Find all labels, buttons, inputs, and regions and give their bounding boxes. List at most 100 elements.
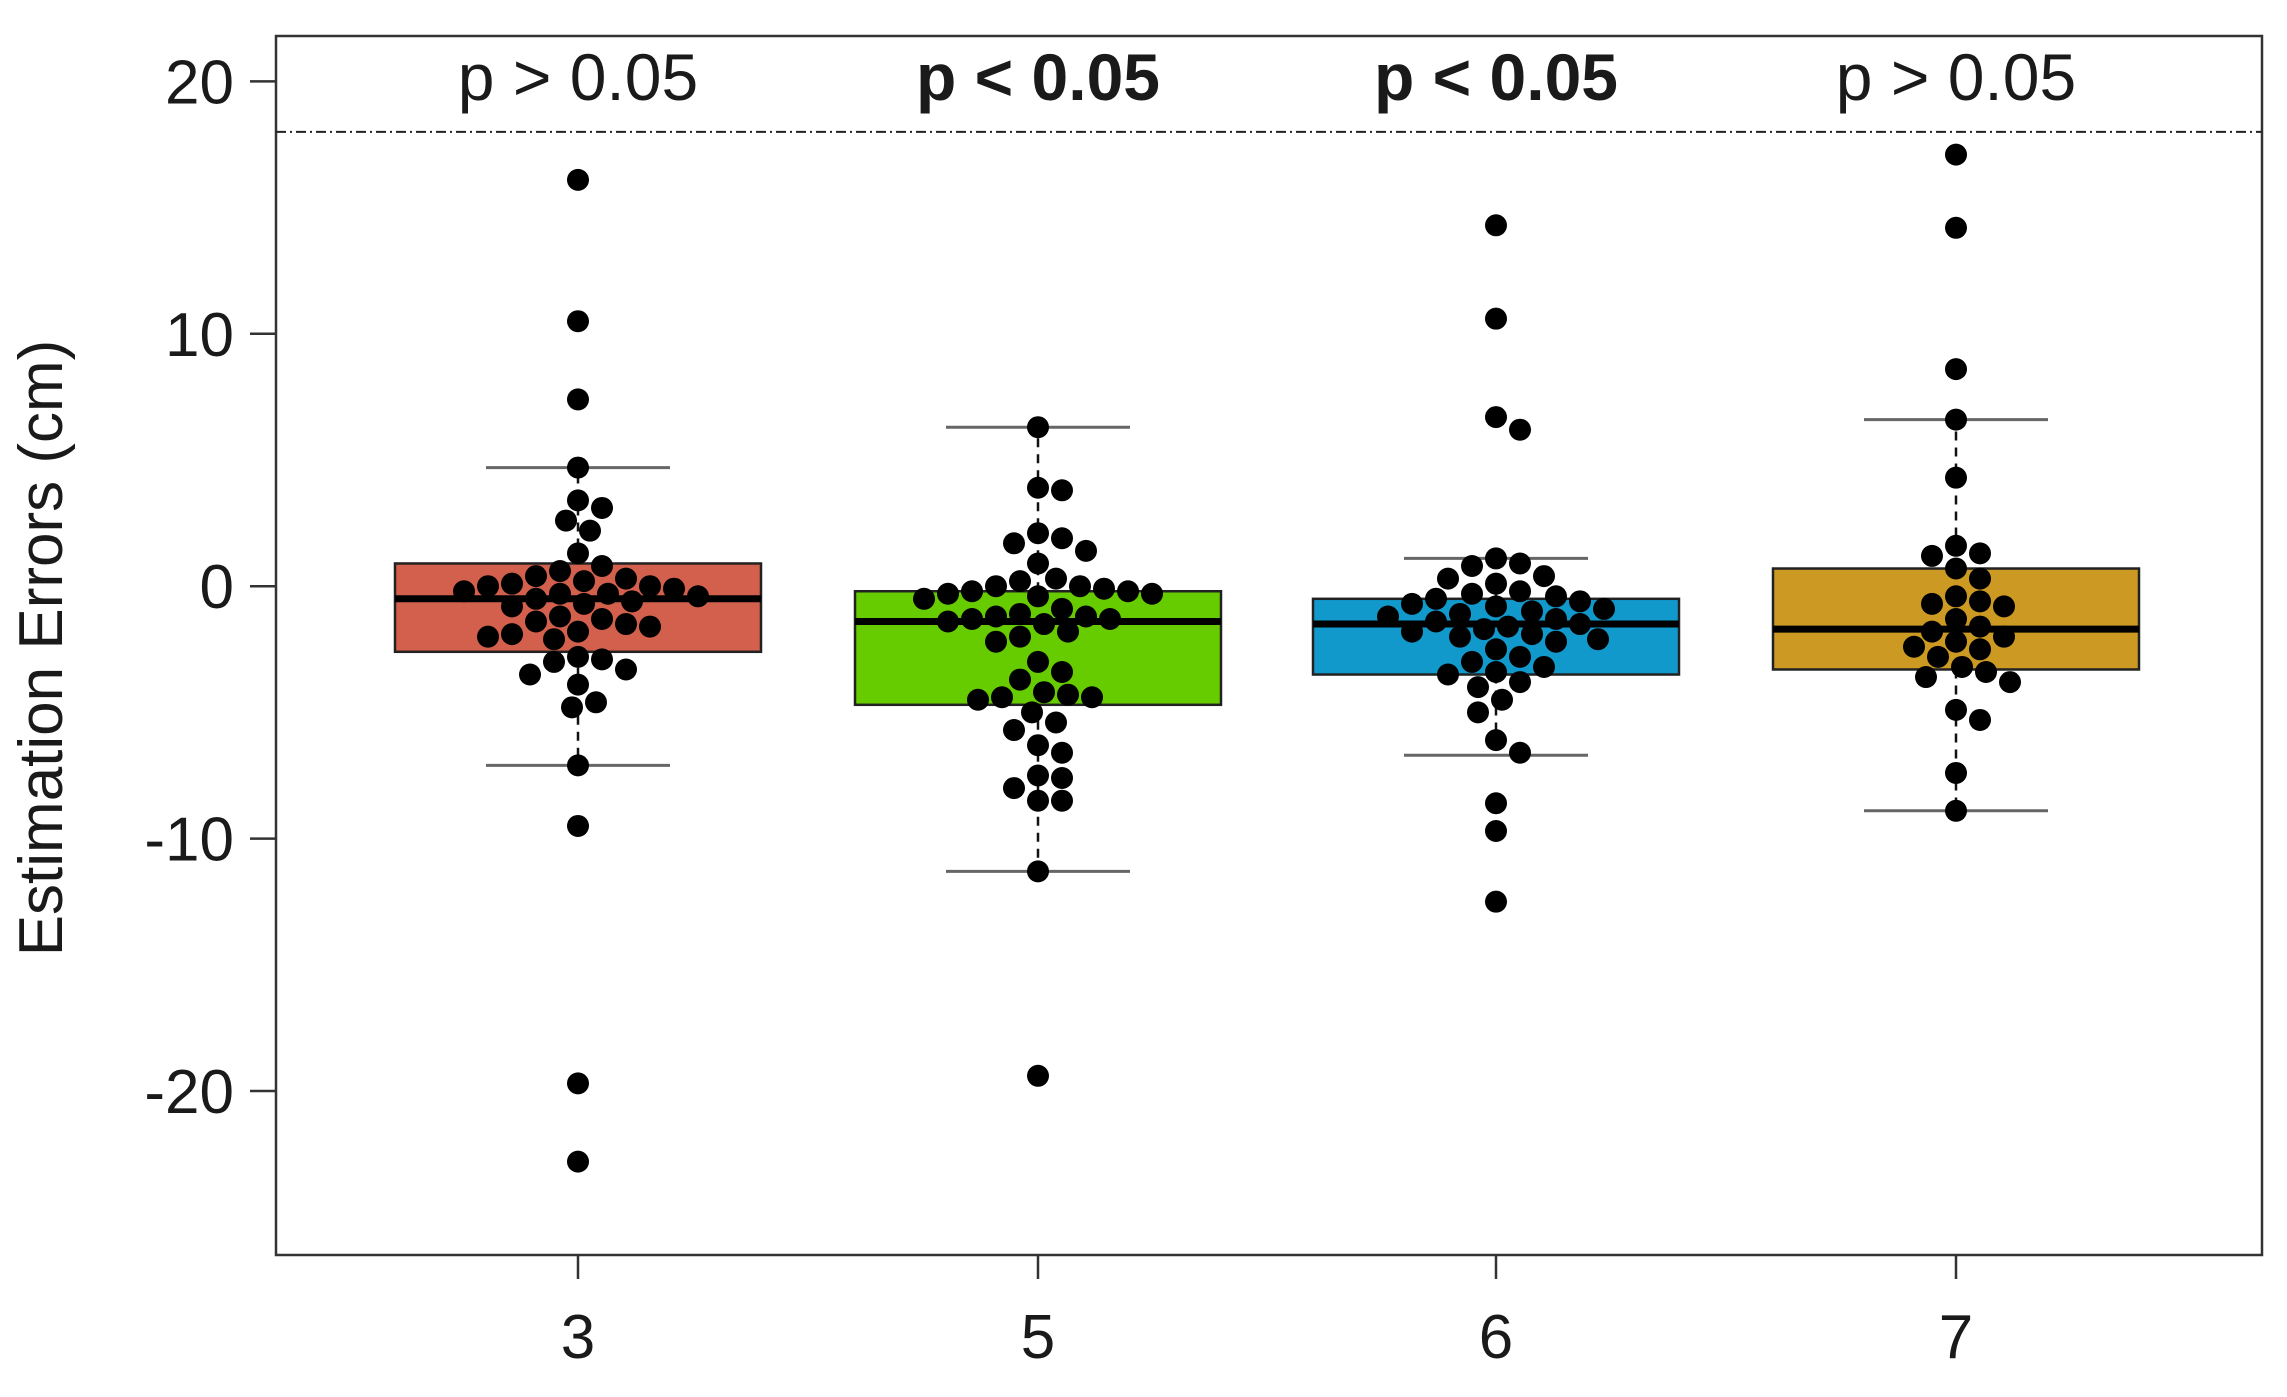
data-point bbox=[549, 560, 571, 583]
data-point bbox=[937, 582, 959, 605]
data-point bbox=[1509, 671, 1531, 694]
data-point bbox=[1945, 466, 1967, 489]
data-point bbox=[1401, 620, 1423, 643]
data-point bbox=[1027, 522, 1049, 545]
data-point bbox=[549, 605, 571, 628]
data-point bbox=[1473, 618, 1495, 641]
data-point bbox=[1945, 698, 1967, 721]
data-point bbox=[1425, 587, 1447, 610]
data-point bbox=[1921, 620, 1943, 643]
data-point bbox=[1033, 613, 1055, 636]
data-point bbox=[525, 610, 547, 633]
data-point bbox=[597, 582, 619, 605]
data-point bbox=[1945, 143, 1967, 166]
data-point bbox=[1099, 608, 1121, 630]
data-point bbox=[1485, 661, 1507, 683]
data-point bbox=[985, 575, 1007, 598]
data-point bbox=[1491, 688, 1513, 711]
x-tick-label: 5 bbox=[1021, 1303, 1055, 1372]
data-point bbox=[1969, 638, 1991, 661]
data-point bbox=[1027, 585, 1049, 608]
data-point bbox=[1497, 615, 1519, 638]
data-point bbox=[1075, 539, 1097, 562]
data-point bbox=[1009, 602, 1031, 625]
data-point bbox=[567, 673, 589, 696]
data-point bbox=[477, 625, 499, 648]
data-point bbox=[573, 592, 595, 615]
data-point bbox=[1045, 567, 1067, 590]
data-point bbox=[687, 585, 709, 608]
data-point bbox=[1027, 860, 1049, 883]
data-point bbox=[1051, 741, 1073, 764]
data-point bbox=[1069, 575, 1091, 598]
data-point bbox=[1921, 592, 1943, 615]
data-point bbox=[1485, 729, 1507, 752]
data-point bbox=[585, 691, 607, 714]
data-point bbox=[1003, 719, 1025, 742]
data-point bbox=[567, 388, 589, 411]
p-value-annotation: p < 0.05 bbox=[1374, 40, 1618, 114]
data-point bbox=[1485, 307, 1507, 330]
data-point bbox=[567, 542, 589, 565]
data-point bbox=[1545, 608, 1567, 630]
data-point bbox=[1969, 542, 1991, 565]
data-point bbox=[1945, 358, 1967, 381]
data-point bbox=[1903, 635, 1925, 658]
data-point bbox=[1075, 605, 1097, 628]
p-value-annotation: p > 0.05 bbox=[1836, 40, 2076, 114]
x-tick-label: 7 bbox=[1939, 1303, 1973, 1372]
data-point bbox=[1593, 597, 1615, 620]
data-point bbox=[567, 754, 589, 777]
data-point bbox=[591, 608, 613, 630]
data-point bbox=[1533, 565, 1555, 588]
data-point bbox=[525, 565, 547, 588]
data-point bbox=[1027, 734, 1049, 757]
data-point bbox=[1093, 577, 1115, 600]
data-point bbox=[1461, 555, 1483, 577]
data-point bbox=[1945, 630, 1967, 653]
data-point bbox=[621, 590, 643, 613]
data-point bbox=[1945, 799, 1967, 822]
data-point bbox=[1027, 789, 1049, 812]
data-point bbox=[967, 688, 989, 711]
data-point bbox=[985, 605, 1007, 628]
data-point bbox=[1009, 625, 1031, 648]
data-point bbox=[1051, 789, 1073, 812]
data-point bbox=[1117, 580, 1139, 603]
data-point bbox=[1545, 630, 1567, 653]
data-point bbox=[543, 650, 565, 673]
data-point bbox=[501, 572, 523, 595]
data-point bbox=[1051, 661, 1073, 683]
data-point bbox=[567, 1072, 589, 1095]
data-point bbox=[519, 663, 541, 686]
data-point bbox=[1461, 582, 1483, 605]
annotations-layer: p > 0.05 p < 0.05 p < 0.05 p > 0.05 bbox=[458, 40, 2076, 114]
data-point bbox=[579, 519, 601, 542]
points-group-3 bbox=[453, 168, 709, 1173]
data-point bbox=[525, 587, 547, 610]
data-point bbox=[1003, 777, 1025, 800]
data-point bbox=[1485, 595, 1507, 618]
data-point bbox=[1437, 567, 1459, 590]
data-point bbox=[1141, 582, 1163, 605]
data-point bbox=[1051, 597, 1073, 620]
data-point bbox=[1569, 613, 1591, 636]
data-point bbox=[555, 509, 577, 532]
data-point bbox=[549, 582, 571, 605]
points-group-5 bbox=[913, 416, 1163, 1087]
data-point bbox=[1521, 623, 1543, 646]
data-point bbox=[1485, 820, 1507, 842]
data-point bbox=[477, 575, 499, 598]
data-point bbox=[1533, 655, 1555, 678]
data-point bbox=[1945, 585, 1967, 608]
data-point bbox=[567, 489, 589, 512]
data-point bbox=[937, 610, 959, 633]
data-point bbox=[591, 496, 613, 519]
data-point bbox=[1021, 701, 1043, 724]
x-tick-label: 3 bbox=[561, 1303, 595, 1372]
data-point bbox=[1377, 605, 1399, 628]
data-point bbox=[991, 686, 1013, 709]
points-layer bbox=[453, 143, 2021, 1173]
data-point bbox=[1437, 663, 1459, 686]
